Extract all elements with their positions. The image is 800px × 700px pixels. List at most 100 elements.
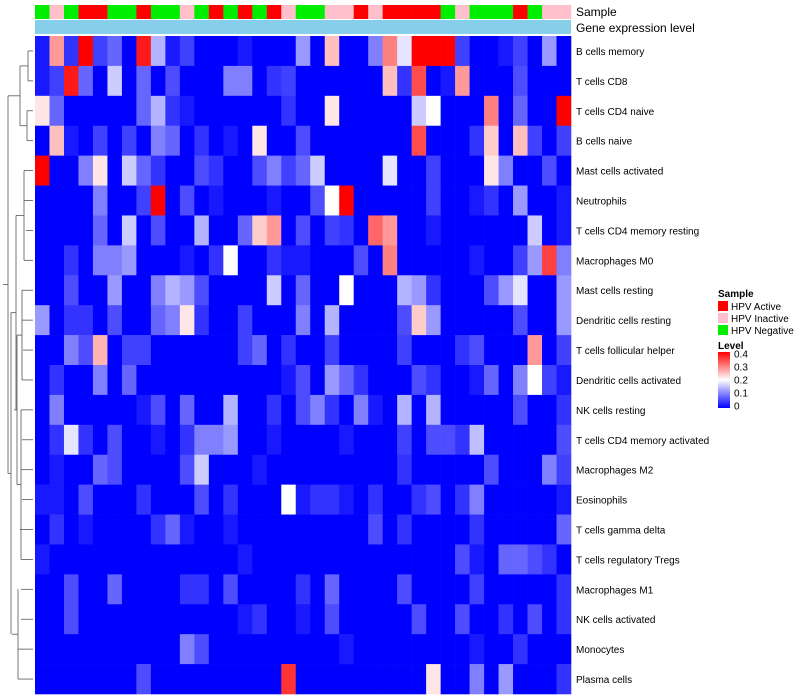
heatmap-cell (527, 514, 543, 545)
heatmap-cell (310, 424, 326, 456)
heatmap-cell (107, 95, 123, 127)
row-label: NK cells activated (576, 615, 655, 626)
heatmap-cell (136, 454, 152, 485)
heatmap-cell (266, 245, 282, 276)
heatmap-cell (310, 544, 326, 575)
heatmap-cell (397, 155, 412, 186)
heatmap-cell (165, 125, 181, 156)
heatmap-cell (237, 335, 253, 366)
heatmap-cell (121, 36, 137, 67)
heatmap-cell (469, 65, 485, 97)
heatmap-cell (484, 155, 499, 186)
heatmap-cell (382, 484, 398, 515)
heatmap-cell (252, 155, 268, 186)
heatmap-cell (107, 365, 123, 396)
heatmap-cell (339, 36, 355, 67)
heatmap-cell (223, 365, 239, 396)
heatmap-cell (426, 36, 441, 67)
sample-annotation-cell (165, 5, 181, 19)
heatmap-cell (35, 424, 50, 456)
heatmap-cell (527, 155, 543, 186)
heatmap-cell (179, 125, 195, 156)
heatmap-cell (35, 245, 50, 276)
heatmap-cell (368, 125, 383, 156)
heatmap-cell (179, 514, 195, 545)
heatmap-cell (324, 634, 340, 665)
heatmap-cell (484, 365, 499, 396)
heatmap-cell (281, 335, 297, 366)
heatmap-cell (440, 125, 456, 156)
heatmap-cell (223, 664, 239, 695)
heatmap-cell (556, 36, 572, 67)
heatmap-cell (223, 604, 239, 635)
heatmap-cell (252, 215, 268, 246)
heatmap-cell (397, 574, 412, 605)
heatmap-cell (150, 574, 166, 605)
heatmap-cell (426, 574, 441, 605)
legend-tick-label: 0 (734, 402, 740, 413)
heatmap-cell (136, 484, 152, 515)
heatmap-cell (353, 604, 369, 635)
heatmap-cell (179, 394, 195, 426)
heatmap-cell (382, 125, 398, 156)
heatmap-cell (426, 544, 441, 575)
heatmap-cell (121, 185, 137, 216)
heatmap-cell (324, 65, 340, 97)
heatmap-cell (440, 514, 456, 545)
heatmap-cell (295, 215, 311, 246)
sample-annotation-cell (252, 5, 268, 19)
heatmap-cell (194, 125, 210, 156)
heatmap-cell (281, 245, 297, 276)
heatmap-cell (353, 65, 369, 97)
heatmap-cell (498, 335, 514, 366)
row-label: Dendritic cells resting (576, 316, 671, 327)
heatmap-cell (136, 95, 152, 127)
heatmap-cell (121, 634, 137, 665)
heatmap-cell (208, 394, 224, 426)
heatmap-cell (324, 95, 340, 127)
heatmap-cell (426, 394, 441, 426)
heatmap-cell (513, 424, 528, 456)
heatmap-cell (542, 454, 557, 485)
heatmap-cell (527, 125, 543, 156)
heatmap-cell (208, 454, 224, 485)
heatmap-cell (368, 424, 383, 456)
heatmap-cell (136, 394, 152, 426)
sample-annotation-cell (484, 5, 499, 19)
heatmap-cell (368, 95, 383, 127)
heatmap-cell (542, 634, 557, 665)
heatmap-cell (542, 365, 557, 396)
heatmap-cell (92, 155, 108, 186)
heatmap-cell (324, 185, 340, 216)
heatmap-cell (92, 574, 108, 605)
heatmap-cell (266, 275, 282, 306)
heatmap-cell (411, 215, 427, 246)
heatmap-cell (556, 574, 572, 605)
heatmap-cell (295, 514, 311, 545)
heatmap-cell (266, 365, 282, 396)
heatmap-cell (353, 424, 369, 456)
heatmap-cell (165, 335, 181, 366)
heatmap-cell (78, 275, 94, 306)
heatmap-cell (150, 454, 166, 485)
heatmap-cell (136, 664, 152, 695)
heatmap-cell (440, 484, 456, 515)
heatmap-cell (49, 125, 65, 156)
heatmap-cell (35, 634, 50, 665)
legend-tick-label: 0.2 (734, 376, 748, 387)
heatmap-cell (440, 544, 456, 575)
heatmap-cell (35, 664, 50, 695)
heatmap-cell (78, 155, 94, 186)
heatmap-cell (339, 335, 355, 366)
heatmap-cell (107, 394, 123, 426)
heatmap-cell (440, 634, 456, 665)
heatmap-cell (237, 514, 253, 545)
heatmap-cell (252, 394, 268, 426)
heatmap-cell (281, 544, 297, 575)
heatmap-cell (237, 245, 253, 276)
sample-annotation-cell (194, 5, 210, 19)
heatmap-cell (150, 544, 166, 575)
heatmap-cell (353, 155, 369, 186)
heatmap-cell (179, 335, 195, 366)
